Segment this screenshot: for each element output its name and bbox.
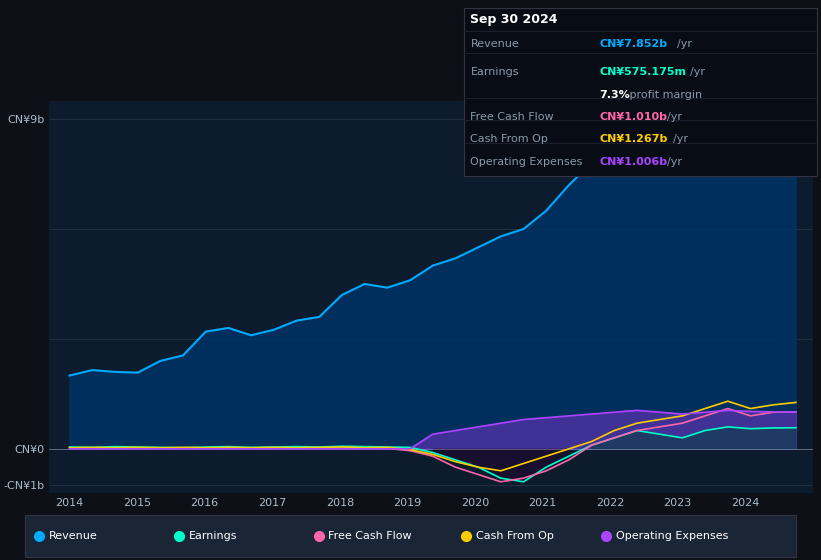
Text: Cash From Op: Cash From Op: [470, 134, 548, 144]
Text: Revenue: Revenue: [49, 531, 98, 541]
Text: CN¥1.006b: CN¥1.006b: [599, 157, 667, 167]
Text: /yr: /yr: [673, 134, 688, 144]
Text: Operating Expenses: Operating Expenses: [470, 157, 583, 167]
Text: /yr: /yr: [677, 39, 692, 49]
Text: 7.3%: 7.3%: [599, 90, 630, 100]
Text: CN¥1.267b: CN¥1.267b: [599, 134, 667, 144]
Text: Earnings: Earnings: [189, 531, 237, 541]
Text: /yr: /yr: [690, 67, 704, 77]
Text: /yr: /yr: [667, 157, 682, 167]
Text: Free Cash Flow: Free Cash Flow: [328, 531, 412, 541]
Text: Sep 30 2024: Sep 30 2024: [470, 13, 558, 26]
Text: /yr: /yr: [667, 112, 682, 122]
Text: CN¥575.175m: CN¥575.175m: [599, 67, 686, 77]
Text: Revenue: Revenue: [470, 39, 519, 49]
Text: Operating Expenses: Operating Expenses: [616, 531, 728, 541]
Text: CN¥1.010b: CN¥1.010b: [599, 112, 667, 122]
Text: profit margin: profit margin: [626, 90, 703, 100]
Text: CN¥7.852b: CN¥7.852b: [599, 39, 667, 49]
Text: Cash From Op: Cash From Op: [476, 531, 554, 541]
Text: Earnings: Earnings: [470, 67, 519, 77]
Text: Free Cash Flow: Free Cash Flow: [470, 112, 554, 122]
